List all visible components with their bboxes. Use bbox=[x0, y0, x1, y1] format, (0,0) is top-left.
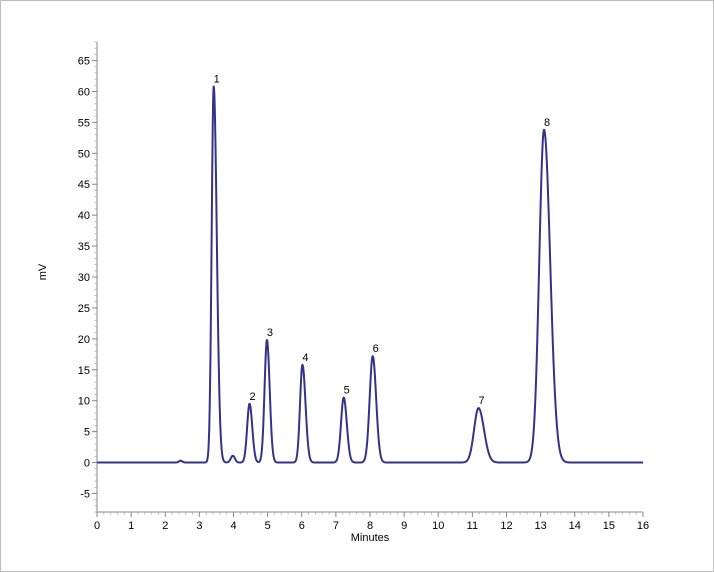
y-tick-label: 10 bbox=[78, 396, 90, 408]
y-tick-label: 60 bbox=[78, 86, 90, 98]
peak-label-2: 2 bbox=[249, 391, 255, 403]
peak-label-8: 8 bbox=[544, 117, 550, 129]
peak-labels: 1 2 3 4 5 6 7 8 bbox=[214, 74, 550, 408]
x-tick-label: 13 bbox=[535, 520, 547, 532]
y-tick-label: 5 bbox=[84, 427, 90, 439]
x-axis-title: Minutes bbox=[351, 532, 390, 544]
y-axis-title: mV bbox=[37, 263, 49, 280]
y-tick-label: -5 bbox=[80, 488, 90, 500]
y-tick-label: 15 bbox=[78, 365, 90, 377]
y-tick-label: 45 bbox=[78, 179, 90, 191]
x-tick-label: 9 bbox=[401, 520, 407, 532]
peak-label-5: 5 bbox=[344, 385, 350, 397]
y-tick-label: 25 bbox=[78, 303, 90, 315]
y-tick-label: 20 bbox=[78, 334, 90, 346]
x-tick-label: 10 bbox=[432, 520, 444, 532]
x-tick-label: 16 bbox=[637, 520, 649, 532]
x-tick-label: 1 bbox=[128, 520, 134, 532]
x-tick-label: 2 bbox=[162, 520, 168, 532]
y-tick-label: 30 bbox=[78, 272, 90, 284]
y-tick-label: 65 bbox=[78, 56, 90, 68]
x-tick-label: 11 bbox=[467, 520, 478, 532]
x-tick-label: 3 bbox=[196, 520, 202, 532]
x-tick-label: 4 bbox=[230, 520, 236, 532]
peak-label-6: 6 bbox=[373, 343, 379, 355]
x-tick-label: 5 bbox=[265, 520, 271, 532]
y-tick-label: 55 bbox=[78, 117, 90, 129]
x-tick-label: 0 bbox=[94, 520, 100, 532]
x-tick-label: 15 bbox=[603, 520, 615, 532]
peak-label-7: 7 bbox=[478, 395, 484, 407]
y-tick-label: 0 bbox=[84, 458, 90, 470]
chromatogram-trace bbox=[96, 85, 644, 464]
peak-label-4: 4 bbox=[302, 352, 308, 364]
x-tick-label: 12 bbox=[500, 520, 512, 532]
x-tick-label: 6 bbox=[299, 520, 305, 532]
x-tick-label: 8 bbox=[367, 520, 373, 532]
x-tick-label: 14 bbox=[569, 520, 581, 532]
peak-label-3: 3 bbox=[267, 327, 273, 339]
trace-layer bbox=[96, 85, 644, 464]
y-tick-label: 50 bbox=[78, 148, 90, 160]
x-tick-label: 7 bbox=[333, 520, 339, 532]
y-tick-label: 35 bbox=[78, 241, 90, 253]
peak-label-1: 1 bbox=[214, 74, 220, 86]
y-tick-label: 40 bbox=[78, 210, 90, 222]
